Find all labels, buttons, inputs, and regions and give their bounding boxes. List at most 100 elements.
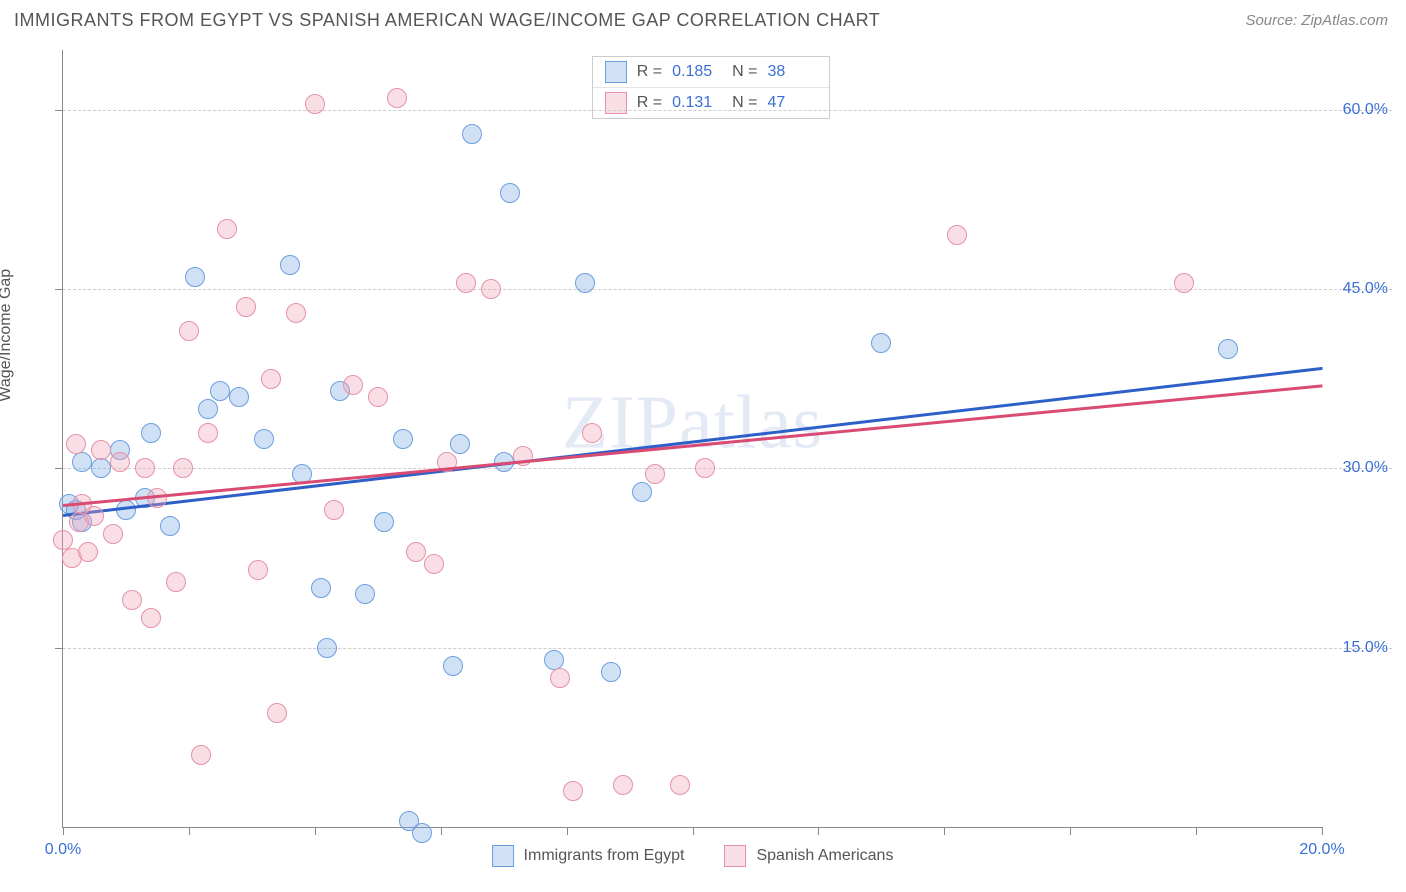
data-point <box>387 88 407 108</box>
data-point <box>236 297 256 317</box>
x-tick-label: 20.0% <box>1299 841 1344 859</box>
data-point <box>72 452 92 472</box>
data-point <box>191 745 211 765</box>
data-point <box>84 506 104 526</box>
gridline <box>63 648 1392 649</box>
data-point <box>947 225 967 245</box>
data-point <box>374 512 394 532</box>
data-point <box>116 500 136 520</box>
data-point <box>481 279 501 299</box>
data-point <box>160 516 180 536</box>
chart-container: Wage/Income Gap ZIPatlas R = 0.185 N = 3… <box>14 40 1392 878</box>
data-point <box>393 429 413 449</box>
chart-title: IMMIGRANTS FROM EGYPT VS SPANISH AMERICA… <box>14 10 880 31</box>
legend-row-series-2: R = 0.131 N = 47 <box>593 88 830 118</box>
x-tick <box>818 827 819 835</box>
y-tick <box>55 289 63 290</box>
legend-swatch-1b <box>492 845 514 867</box>
y-tick-label: 15.0% <box>1343 639 1388 657</box>
data-point <box>229 387 249 407</box>
data-point <box>462 124 482 144</box>
data-point <box>324 500 344 520</box>
data-point <box>217 219 237 239</box>
x-tick <box>567 827 568 835</box>
data-point <box>135 458 155 478</box>
y-tick-label: 60.0% <box>1343 101 1388 119</box>
x-tick <box>1322 827 1323 835</box>
gridline <box>63 468 1392 469</box>
gridline <box>63 110 1392 111</box>
data-point <box>91 458 111 478</box>
data-point <box>406 542 426 562</box>
y-tick <box>55 648 63 649</box>
data-point <box>450 434 470 454</box>
data-point <box>601 662 621 682</box>
y-tick <box>55 468 63 469</box>
data-point <box>53 530 73 550</box>
data-point <box>645 464 665 484</box>
trend-line <box>63 385 1322 507</box>
legend-item-series-1: Immigrants from Egypt <box>492 845 685 867</box>
data-point <box>412 823 432 843</box>
data-point <box>261 369 281 389</box>
legend-swatch-2b <box>724 845 746 867</box>
data-point <box>78 542 98 562</box>
x-tick-label: 0.0% <box>45 841 81 859</box>
data-point <box>311 578 331 598</box>
y-tick-label: 45.0% <box>1343 280 1388 298</box>
data-point <box>103 524 123 544</box>
data-point <box>141 423 161 443</box>
legend-r-value-1: 0.185 <box>672 63 722 81</box>
data-point <box>613 775 633 795</box>
x-tick <box>189 827 190 835</box>
x-tick <box>693 827 694 835</box>
data-point <box>550 668 570 688</box>
data-point <box>632 482 652 502</box>
data-point <box>173 458 193 478</box>
data-point <box>695 458 715 478</box>
data-point <box>210 381 230 401</box>
data-point <box>368 387 388 407</box>
data-point <box>1218 339 1238 359</box>
legend-row-series-1: R = 0.185 N = 38 <box>593 57 830 88</box>
gridline <box>63 289 1392 290</box>
data-point <box>185 267 205 287</box>
data-point <box>305 94 325 114</box>
data-point <box>871 333 891 353</box>
data-point <box>248 560 268 580</box>
data-point <box>670 775 690 795</box>
x-tick <box>1070 827 1071 835</box>
x-tick <box>1196 827 1197 835</box>
y-tick <box>55 110 63 111</box>
data-point <box>267 703 287 723</box>
data-point <box>1174 273 1194 293</box>
data-point <box>582 423 602 443</box>
data-point <box>286 303 306 323</box>
y-tick-label: 30.0% <box>1343 459 1388 477</box>
data-point <box>254 429 274 449</box>
y-axis-label: Wage/Income Gap <box>0 269 15 402</box>
data-point <box>500 183 520 203</box>
data-point <box>424 554 444 574</box>
data-point <box>456 273 476 293</box>
legend-n-label: N = <box>732 63 757 81</box>
legend-swatch-1 <box>605 61 627 83</box>
trend-line <box>63 367 1322 517</box>
data-point <box>122 590 142 610</box>
data-point <box>166 572 186 592</box>
data-point <box>198 423 218 443</box>
data-point <box>91 440 111 460</box>
data-point <box>179 321 199 341</box>
data-point <box>147 488 167 508</box>
x-tick <box>63 827 64 835</box>
legend-item-series-2: Spanish Americans <box>724 845 893 867</box>
series-legend: Immigrants from Egypt Spanish Americans <box>492 845 894 867</box>
source-attribution: Source: ZipAtlas.com <box>1245 12 1388 29</box>
data-point <box>575 273 595 293</box>
legend-n-value-1: 38 <box>767 63 817 81</box>
x-tick <box>315 827 316 835</box>
data-point <box>443 656 463 676</box>
plot-area: ZIPatlas R = 0.185 N = 38 R = 0.131 N = … <box>62 50 1322 828</box>
legend-r-label: R = <box>637 63 662 81</box>
data-point <box>66 434 86 454</box>
